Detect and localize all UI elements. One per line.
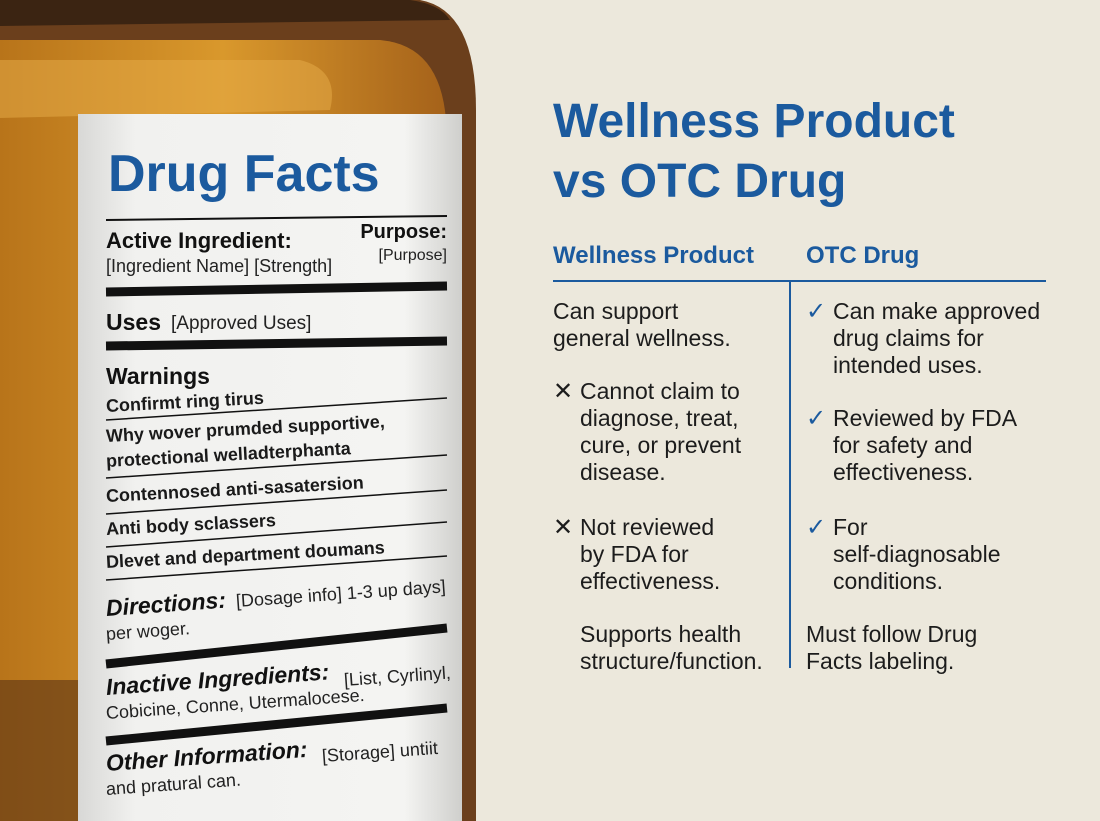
comparison-text: Can support [553, 298, 679, 324]
comparison-text: self-diagnosable [833, 541, 1001, 567]
comparison-text: Supports health [580, 621, 742, 647]
comparison-text: structure/function. [580, 648, 763, 674]
comparison-text: by FDA for [580, 541, 689, 567]
label-title: Drug Facts [108, 145, 380, 203]
uses-heading: Uses [106, 309, 161, 335]
uses-text: [Approved Uses] [171, 313, 312, 334]
comparison-title: Wellness Product [553, 95, 955, 148]
comparison-text: Cannot claim to [580, 378, 740, 404]
comparison-text: cure, or prevent [580, 432, 742, 458]
comparison-text: For [833, 514, 868, 540]
comparison-text: diagnose, treat, [580, 405, 739, 431]
status-icon: ✓ [806, 405, 827, 432]
comparison-text: intended uses. [833, 352, 983, 378]
purpose-text: [Purpose] [378, 247, 447, 264]
comparison-text: for safety and [833, 432, 973, 458]
comparison-text: general wellness. [553, 325, 731, 351]
comparison-title: vs OTC Drug [553, 155, 847, 208]
active-heading: Active Ingredient: [106, 228, 292, 253]
comparison-text: Reviewed by FDA [833, 405, 1018, 431]
comparison-text: effectiveness. [833, 459, 974, 485]
comparison-text: Must follow Drug [806, 621, 978, 647]
comparison-text: drug claims for [833, 325, 984, 351]
comparison-text: Not reviewed [580, 514, 715, 540]
purpose-heading: Purpose: [360, 221, 447, 243]
column-header: Wellness Product [553, 242, 754, 269]
comparison-text: effectiveness. [580, 568, 721, 594]
comparison-text: Can make approved [833, 298, 1041, 324]
comparison-text: disease. [580, 459, 666, 485]
status-icon: ✓ [806, 514, 827, 541]
comparison-text: Facts labeling. [806, 648, 955, 674]
status-icon: ✓ [806, 298, 827, 325]
warnings-heading: Warnings [106, 363, 210, 389]
column-header: OTC Drug [806, 242, 920, 269]
status-icon: ✕ [553, 378, 574, 405]
status-icon: ✕ [553, 514, 574, 541]
active-text: [Ingredient Name] [Strength] [106, 256, 333, 276]
comparison-text: conditions. [833, 568, 943, 594]
